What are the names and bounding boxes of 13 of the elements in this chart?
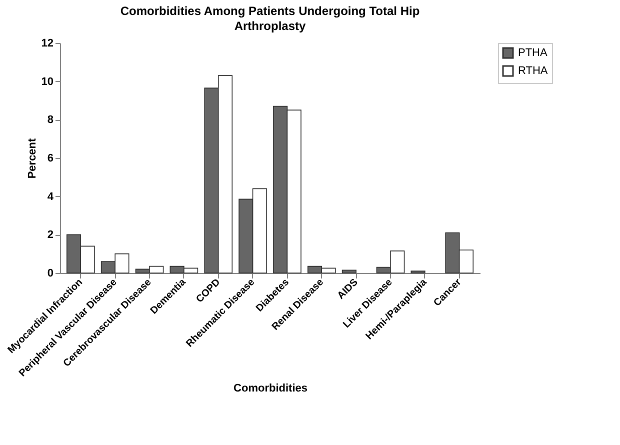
y-tick-label: 0 bbox=[47, 268, 54, 280]
legend-label: RTHA bbox=[518, 65, 548, 77]
x-axis-title: Comorbidities bbox=[234, 382, 308, 394]
y-tick-label: 6 bbox=[47, 152, 54, 164]
y-tick-label: 2 bbox=[47, 229, 54, 242]
y-tick-label: 12 bbox=[41, 38, 54, 50]
y-tick-label: 10 bbox=[41, 76, 54, 88]
y-axis-title: Percent bbox=[26, 138, 38, 179]
chart-title: Comorbidities Among Patients Undergoing Total Hip Arthroplasty bbox=[120, 4, 420, 33]
y-tick-label: 4 bbox=[47, 190, 54, 203]
legend-label: PTHA bbox=[518, 47, 548, 59]
y-tick-label: 8 bbox=[47, 114, 54, 126]
bar bbox=[342, 270, 356, 274]
